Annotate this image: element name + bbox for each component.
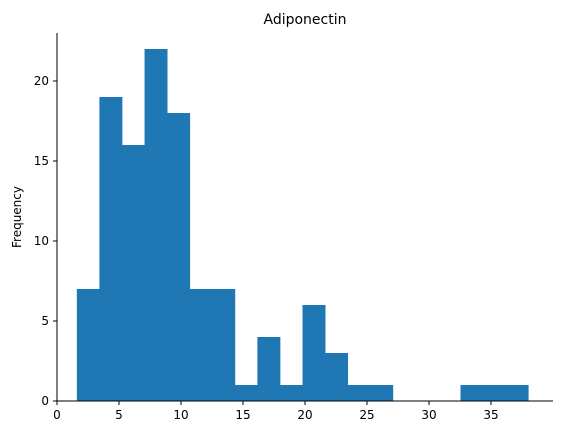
histogram-bar xyxy=(279,385,303,401)
y-tick-label: 0 xyxy=(41,394,49,408)
histogram-bar xyxy=(121,145,145,401)
y-tick-label: 10 xyxy=(34,234,49,248)
y-tick-label: 15 xyxy=(34,154,49,168)
histogram-bar xyxy=(370,385,394,401)
x-tick-label: 25 xyxy=(359,408,374,422)
histogram-bar xyxy=(144,49,168,401)
bars-group xyxy=(76,49,529,401)
y-tick-label: 20 xyxy=(34,74,49,88)
histogram-bar xyxy=(234,385,258,401)
x-axis-ticks: 0 5 10 15 20 25 30 35 xyxy=(53,401,499,422)
histogram-bar xyxy=(325,353,349,401)
histogram-bar xyxy=(76,289,100,401)
histogram-bar xyxy=(302,305,326,401)
histogram-bar xyxy=(347,385,371,401)
x-tick-label: 5 xyxy=(115,408,123,422)
x-tick-label: 20 xyxy=(297,408,312,422)
y-axis-ticks: 0 5 10 15 20 xyxy=(34,74,57,408)
histogram-bar xyxy=(505,385,529,401)
histogram-bar xyxy=(212,289,236,401)
histogram-bar xyxy=(483,385,507,401)
histogram-bar xyxy=(257,337,281,401)
histogram-bar xyxy=(189,289,213,401)
histogram-bar xyxy=(99,97,123,401)
x-tick-label: 35 xyxy=(483,408,498,422)
chart-title: Adiponectin xyxy=(264,12,347,28)
y-tick-label: 5 xyxy=(41,314,49,328)
x-tick-label: 15 xyxy=(235,408,250,422)
histogram-bar xyxy=(167,113,191,401)
histogram-bar xyxy=(460,385,484,401)
y-axis-label: Frequency xyxy=(10,186,24,248)
x-tick-label: 30 xyxy=(421,408,436,422)
x-tick-label: 10 xyxy=(173,408,188,422)
x-tick-label: 0 xyxy=(53,408,61,422)
